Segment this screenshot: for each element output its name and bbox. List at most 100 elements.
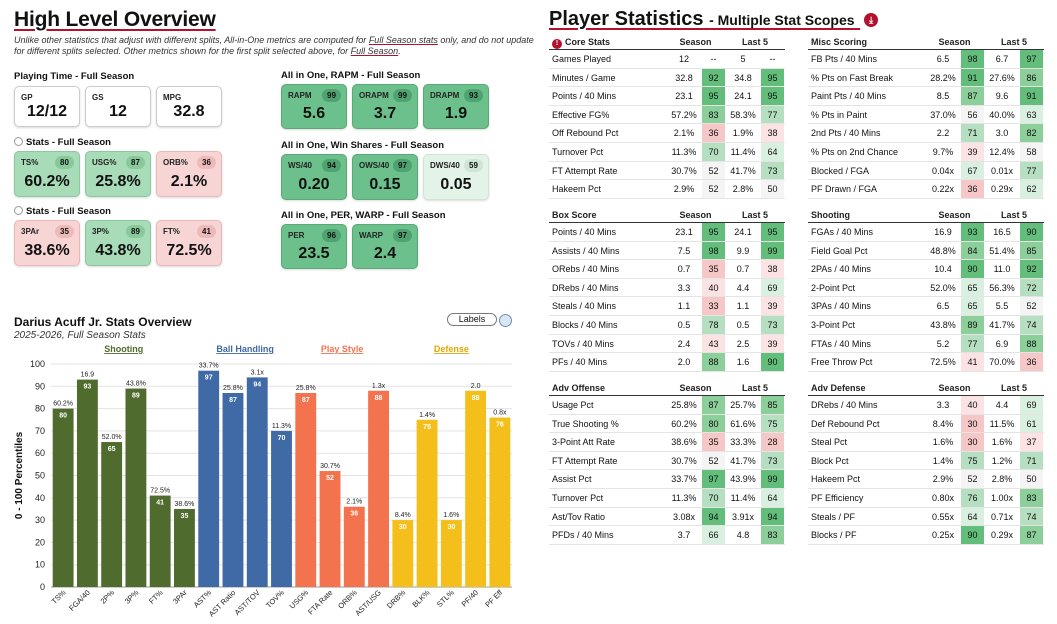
- last5-value: 0.71x: [990, 511, 1014, 522]
- table-row: 2PAs / 40 Mins 10.4 90 11.0 92: [808, 260, 1044, 279]
- season-percentile: 90: [961, 526, 984, 544]
- season-percentile: 87: [961, 87, 984, 105]
- row-label: PFs / 40 Mins: [552, 357, 608, 368]
- chart-subtitle: 2025-2026, Full Season Stats: [14, 330, 146, 341]
- last5-percentile: 61: [1020, 414, 1043, 433]
- card-value: 12: [109, 103, 127, 120]
- last5-percentile: 38: [761, 260, 784, 278]
- bar-percentile-label: 97: [205, 375, 213, 382]
- card-label: 3P%: [92, 227, 109, 236]
- table-row: 3PAs / 40 Mins 6.5 65 5.5 52: [808, 297, 1044, 316]
- perwarp-label-text: All in One, PER, WARP - Full Season: [281, 210, 446, 221]
- x-tick-label: 2P%: [99, 588, 117, 606]
- last5-value: 4.8: [736, 530, 750, 541]
- season-percentile: 97: [702, 470, 725, 488]
- percentile-badge: 93: [464, 89, 483, 102]
- bar-percentile-label: 75: [423, 424, 431, 431]
- table-row: ORebs / 40 Mins 0.7 35 0.7 38: [549, 260, 785, 279]
- playing_time-label-text: Playing Time - Full Season: [14, 71, 135, 82]
- table-header: Box Score Season Last 5: [549, 208, 785, 223]
- y-axis-label: 0 - 100 Percentiles: [14, 431, 25, 519]
- x-tick-label: TS%: [50, 588, 68, 606]
- last5-percentile: 74: [1020, 315, 1043, 334]
- season-percentile: 71: [961, 124, 984, 142]
- last5-percentile: 69: [1020, 396, 1043, 414]
- card-label: GP: [21, 93, 33, 102]
- card-value: 2.4: [373, 245, 397, 262]
- season-percentile: 92: [702, 68, 725, 87]
- bar-percentile-label: 87: [302, 397, 310, 404]
- table-row: Steals / PF 0.55x 64 0.71x 74: [808, 507, 1044, 527]
- season-percentile: 67: [961, 161, 984, 180]
- table-row: % Pts on 2nd Chance 9.7% 39 12.4% 58: [808, 142, 1044, 162]
- table-title: Box Score: [549, 208, 666, 222]
- last5-value: 41.7%: [730, 165, 756, 176]
- last5-percentile: 82: [1020, 124, 1043, 142]
- season-percentile: 64: [961, 507, 984, 526]
- last5-value: 2.5: [736, 338, 750, 349]
- bar-raw-label: 8.4%: [395, 512, 411, 519]
- last5-value: 16.5: [993, 227, 1011, 237]
- table-row: Steals / 40 Mins 1.1 33 1.1 39: [549, 297, 785, 316]
- perwarp-card-per: PER 23.5 96: [281, 224, 347, 269]
- season-percentile: 80: [702, 414, 725, 433]
- note-link-full-season-stats[interactable]: Full Season stats: [368, 35, 438, 45]
- table-title: Shooting: [808, 208, 925, 222]
- table-row: FT Attempt Rate 30.7% 52 41.7% 73: [549, 451, 785, 471]
- x-tick-label: AST%: [192, 588, 214, 610]
- last5-percentile: 73: [761, 451, 784, 470]
- note-link-full-season[interactable]: Full Season: [350, 46, 399, 56]
- table-title-text: Core Stats: [565, 37, 611, 47]
- stats2-radio[interactable]: [14, 206, 23, 215]
- group-label-play-style: Play Style: [321, 344, 364, 354]
- x-tick-label: USG%: [288, 588, 311, 611]
- last5-percentile: 90: [1020, 223, 1043, 241]
- y-tick-label: 30: [35, 515, 45, 525]
- labels-toggle-switch[interactable]: [499, 314, 512, 327]
- season-value: 25.8%: [671, 400, 697, 410]
- table-row: Points / 40 Mins 23.1 95 24.1 95: [549, 87, 785, 106]
- card-value: 0.05: [440, 176, 472, 193]
- table-box-score: Box Score Season Last 5 Points / 40 Mins 23.…: [549, 208, 785, 372]
- download-icon[interactable]: ⤓: [864, 13, 879, 27]
- card-value: 1.9: [444, 105, 468, 122]
- season-percentile: 43: [702, 334, 725, 353]
- table-row: DRebs / 40 Mins 3.3 40 4.4 69: [549, 278, 785, 298]
- row-label: 3-Point Att Rate: [552, 437, 616, 448]
- season-percentile: 94: [702, 507, 725, 526]
- last5-header: Last 5: [1000, 37, 1027, 47]
- season-value: 43.8%: [930, 319, 956, 330]
- row-label: 2-Point Pct: [811, 282, 856, 293]
- season-percentile: 95: [702, 223, 725, 241]
- player-stats-title-text: Player Statistics: [549, 8, 704, 30]
- season-value: 8.5: [936, 91, 950, 102]
- row-label: Effective FG%: [552, 109, 610, 120]
- card-value: 38.6%: [24, 242, 70, 259]
- row-label: % Pts on Fast Break: [811, 72, 894, 83]
- x-tick-label: DRB%: [385, 588, 408, 611]
- season-header: Season: [679, 37, 712, 47]
- labels-toggle-button[interactable]: Labels: [447, 313, 497, 326]
- last5-percentile: 39: [761, 334, 784, 353]
- stats1-radio[interactable]: [14, 137, 23, 146]
- row-label: Points / 40 Mins: [552, 227, 617, 237]
- row-label: FT Attempt Rate: [552, 455, 618, 466]
- table-header: Misc Scoring Season Last 5: [808, 35, 1044, 50]
- season-percentile: 78: [702, 315, 725, 334]
- bar-raw-label: 16.9: [81, 372, 95, 379]
- row-label: Def Rebound Pct: [811, 418, 880, 429]
- table-row: % Pts in Paint 37.0% 56 40.0% 63: [808, 105, 1044, 125]
- x-tick-label: FGA/40: [67, 588, 92, 613]
- bar-raw-label: 1.6%: [443, 512, 459, 519]
- last5-value: 3.91x: [731, 511, 755, 522]
- row-label: FTAs / 40 Mins: [811, 338, 871, 349]
- season-value: 33.7%: [671, 474, 697, 485]
- x-tick-label: 3PAr: [171, 588, 189, 606]
- last5-value: 56.3%: [989, 282, 1015, 293]
- stats1-card-orb-: ORB% 2.1% 36: [156, 151, 222, 197]
- last5-percentile: 77: [761, 105, 784, 124]
- last5-header: Last 5: [1000, 210, 1027, 220]
- last5-value: 12.4%: [989, 146, 1015, 157]
- row-label: Hakeem Pct: [811, 474, 861, 485]
- percentile-badge: 80: [55, 156, 74, 169]
